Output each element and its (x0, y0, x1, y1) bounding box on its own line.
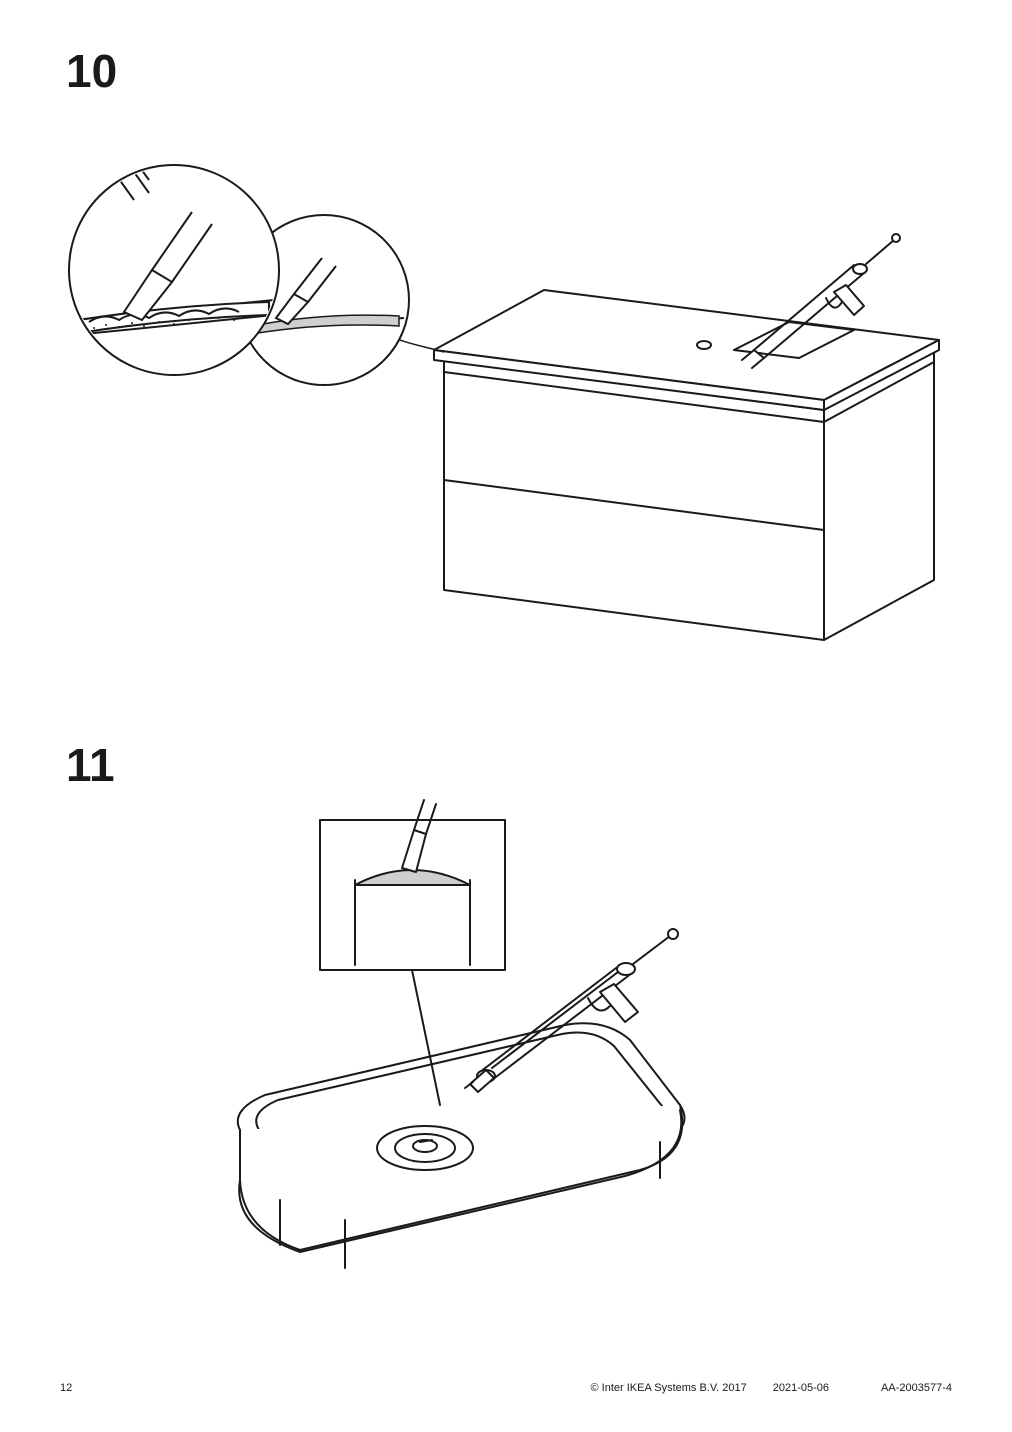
footer-copyright: © Inter IKEA Systems B.V. 2017 (590, 1382, 746, 1394)
step-number-11: 11 (66, 738, 115, 792)
illustration-step-10 (64, 120, 944, 680)
footer-doc-id: AA-2003577-4 (881, 1382, 952, 1394)
illustration-step-11 (170, 760, 800, 1300)
page-footer: 12 © Inter IKEA Systems B.V. 2017 2021-0… (0, 1382, 1012, 1394)
page-number: 12 (60, 1382, 72, 1394)
step-number-10: 10 (66, 44, 117, 98)
footer-date: 2021-05-06 (773, 1382, 829, 1394)
